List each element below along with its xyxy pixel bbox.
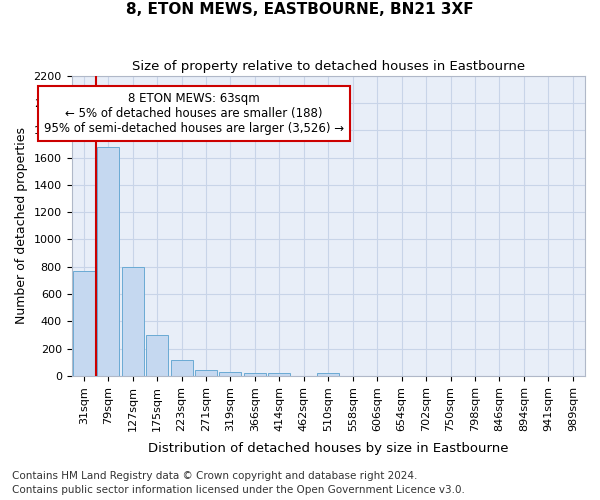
Bar (195, 370, 217, 376)
Bar (317, 373, 339, 376)
Text: 8 ETON MEWS: 63sqm
← 5% of detached houses are smaller (188)
95% of semi-detache: 8 ETON MEWS: 63sqm ← 5% of detached hous… (44, 92, 344, 135)
Bar (244, 372, 266, 376)
Bar (97, 146, 119, 376)
Bar (170, 360, 193, 376)
Bar (73, 271, 95, 376)
Bar (146, 335, 168, 376)
Y-axis label: Number of detached properties: Number of detached properties (15, 128, 28, 324)
Bar (268, 373, 290, 376)
Bar (122, 268, 143, 376)
X-axis label: Distribution of detached houses by size in Eastbourne: Distribution of detached houses by size … (148, 442, 509, 455)
Title: Size of property relative to detached houses in Eastbourne: Size of property relative to detached ho… (132, 60, 525, 73)
Bar (220, 372, 241, 376)
Text: Contains HM Land Registry data © Crown copyright and database right 2024.
Contai: Contains HM Land Registry data © Crown c… (12, 471, 465, 495)
Text: 8, ETON MEWS, EASTBOURNE, BN21 3XF: 8, ETON MEWS, EASTBOURNE, BN21 3XF (126, 2, 474, 18)
